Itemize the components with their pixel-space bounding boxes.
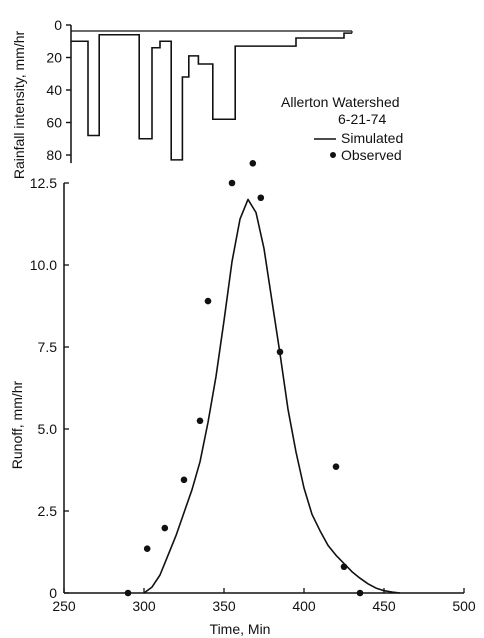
observed-point: [276, 348, 284, 356]
rainfall-y-tick-label: 0: [54, 17, 62, 33]
runoff-plot: Runoff, mm/hr Time, Min 0 2.5 5.0 7.5 10.0 12…: [9, 160, 476, 637]
chart-legend: Allerton Watershed 6-21-74 Simulated Obs…: [281, 94, 403, 163]
rainfall-axis-label: Rainfall intensity, mm/hr: [11, 30, 27, 179]
time-x-tick-label: 350: [212, 598, 236, 614]
observed-point: [332, 463, 340, 471]
rainfall-step-outline: [71, 32, 352, 161]
simulated-series: [143, 198, 401, 594]
rainfall-steps: [71, 30, 353, 161]
legend-subtitle: 6-21-74: [338, 111, 386, 127]
runoff-y-tick-label: 7.5: [38, 339, 58, 355]
simulated-line: [143, 198, 401, 594]
rainfall-y-tick-label: 40: [46, 82, 62, 98]
time-x-tick-label: 400: [292, 598, 316, 614]
observed-point: [340, 563, 348, 571]
observed-point: [161, 524, 169, 532]
observed-point: [257, 194, 265, 202]
time-x-ticks: 250 300 350 400 450 500: [52, 588, 476, 614]
runoff-y-tick-label: 12.5: [30, 175, 57, 191]
observed-series: [124, 160, 364, 597]
observed-point: [356, 589, 364, 597]
rainfall-plot: Rainfall intensity, mm/hr 0 20 40 60 80: [11, 17, 353, 179]
legend-simulated-label: Simulated: [341, 130, 403, 146]
time-x-tick-label: 500: [452, 598, 476, 614]
observed-point: [143, 545, 151, 553]
time-x-tick-label: 300: [132, 598, 156, 614]
rainfall-y-tick-label: 20: [46, 50, 62, 66]
legend-title: Allerton Watershed: [281, 94, 400, 110]
observed-point: [228, 179, 236, 187]
time-axis-label: Time, Min: [210, 621, 271, 637]
observed-point: [124, 589, 132, 597]
runoff-axes: [63, 183, 464, 594]
time-x-tick-label: 450: [372, 598, 396, 614]
legend-observed-marker: [330, 152, 336, 158]
observed-point: [204, 297, 212, 305]
time-x-tick-label: 250: [52, 598, 76, 614]
observed-point: [249, 160, 257, 167]
runoff-axis-label: Runoff, mm/hr: [9, 380, 25, 469]
observed-point: [196, 417, 204, 425]
rainfall-y-tick-label: 60: [46, 115, 62, 131]
runoff-y-tick-label: 2.5: [38, 503, 58, 519]
rainfall-y-ticks: 0 20 40 60 80: [46, 17, 72, 164]
runoff-y-ticks: 0 2.5 5.0 7.5 10.0 12.5: [30, 175, 69, 601]
runoff-y-tick-label: 5.0: [38, 421, 58, 437]
legend-observed-label: Observed: [341, 147, 402, 163]
runoff-y-tick-label: 0: [49, 585, 57, 601]
runoff-y-tick-label: 10.0: [30, 257, 57, 273]
rainfall-y-tick-label: 80: [46, 147, 62, 163]
observed-point: [180, 476, 188, 484]
